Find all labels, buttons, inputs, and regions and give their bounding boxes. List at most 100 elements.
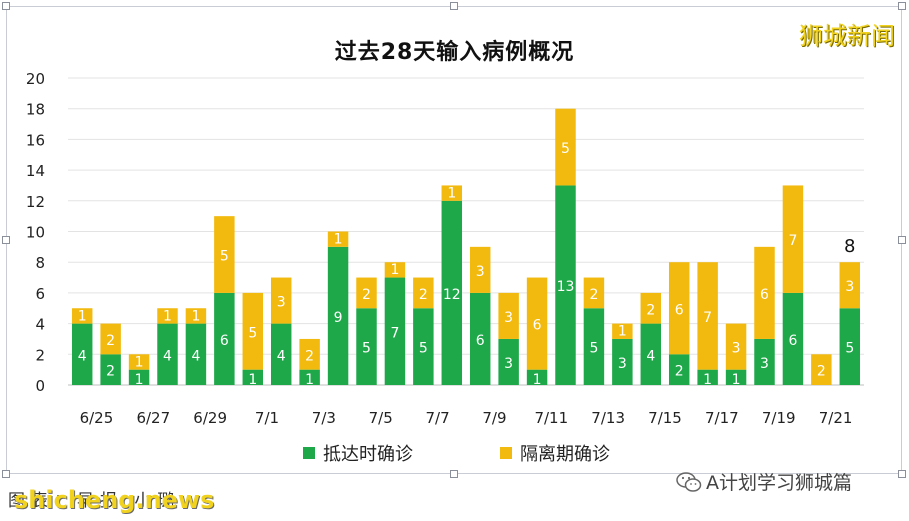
y-tick-label: 8 — [35, 254, 45, 272]
data-label-arrival: 5 — [362, 341, 371, 357]
bar-segment-arrival — [71, 323, 93, 385]
brand-logo-text: 狮城新闻 — [799, 22, 895, 50]
data-label-arrival: 7 — [390, 325, 399, 341]
chart-credit: 图表：早报 小璐 — [8, 491, 181, 511]
bar-segment-quarantine — [839, 262, 861, 309]
data-label-quarantine: 1 — [78, 308, 87, 324]
bar-segment-quarantine — [555, 108, 576, 186]
bar-segment-quarantine — [242, 292, 264, 370]
data-label-arrival: 3 — [618, 356, 627, 372]
bar-segment-quarantine — [327, 231, 349, 247]
bar-segment-quarantine — [697, 262, 718, 370]
bar-segment-arrival — [242, 369, 264, 385]
data-label-quarantine: 2 — [589, 287, 598, 303]
bar-segment-quarantine — [157, 308, 178, 324]
bar-segment-arrival — [214, 292, 235, 385]
total-annotation: 8 — [844, 236, 855, 257]
data-label-quarantine: 7 — [703, 310, 712, 326]
chart-legend: 抵达时确诊 隔离期确诊 — [0, 440, 909, 466]
data-label-quarantine: 3 — [476, 264, 485, 280]
data-label-quarantine: 2 — [305, 348, 314, 364]
watermark: shicheng.news — [14, 486, 215, 514]
data-label-quarantine: 2 — [106, 333, 115, 349]
bar-segment-quarantine — [668, 262, 690, 355]
bar-segment-quarantine — [640, 292, 662, 324]
bar-segment-quarantine — [413, 277, 434, 309]
resize-handle-left[interactable] — [2, 236, 10, 244]
data-label-arrival: 4 — [277, 348, 286, 364]
resize-handle-top[interactable] — [450, 2, 458, 10]
wechat-icon — [676, 471, 702, 492]
x-tick-label: 7/13 — [591, 409, 625, 427]
data-label-quarantine: 1 — [135, 354, 144, 370]
data-label-quarantine: 3 — [277, 295, 286, 311]
bar-segment-arrival — [612, 338, 633, 385]
data-label-arrival: 4 — [646, 348, 655, 364]
bar-segment-quarantine — [811, 354, 832, 385]
x-tick-label: 7/21 — [819, 409, 853, 427]
y-tick-label: 12 — [26, 193, 45, 211]
data-label-quarantine: 2 — [362, 287, 371, 303]
bar-segment-arrival — [384, 277, 406, 385]
bar-segment-arrival — [640, 323, 662, 385]
data-label-arrival: 5 — [845, 341, 854, 357]
bar-segment-quarantine — [270, 277, 292, 324]
chart-title: 过去28天输入病例概况 — [334, 40, 575, 65]
legend-item-arrival: 抵达时确诊 — [303, 440, 413, 466]
x-tick-label: 6/29 — [193, 409, 227, 427]
x-tick-label: 7/9 — [482, 409, 506, 427]
legend-swatch-quarantine — [500, 447, 512, 459]
x-tick-label: 7/17 — [705, 409, 739, 427]
bar-segment-arrival — [327, 246, 349, 385]
bar-segment-arrival — [413, 308, 434, 385]
data-label-quarantine: 1 — [334, 232, 343, 248]
y-tick-label: 2 — [35, 346, 45, 364]
data-label-quarantine: 5 — [248, 325, 257, 341]
data-label-quarantine: 6 — [675, 302, 684, 318]
bar-segment-quarantine — [71, 308, 93, 324]
bar-segment-quarantine — [526, 277, 548, 370]
x-tick-label: 7/3 — [312, 409, 336, 427]
resize-handle-bottom-left[interactable] — [2, 470, 10, 478]
bar-segment-quarantine — [725, 323, 747, 370]
x-tick-label: 6/25 — [80, 409, 114, 427]
data-label-quarantine: 5 — [220, 249, 229, 265]
resize-handle-top-right[interactable] — [898, 2, 906, 10]
data-label-arrival: 1 — [732, 372, 741, 388]
data-label-arrival: 1 — [135, 372, 144, 388]
bar-segment-quarantine — [441, 185, 463, 201]
bar-segment-quarantine — [612, 323, 633, 339]
data-label-quarantine: 6 — [533, 318, 542, 334]
bar-segment-arrival — [128, 369, 150, 385]
data-label-quarantine: 1 — [191, 308, 200, 324]
resize-handle-bottom[interactable] — [450, 470, 458, 478]
data-label-arrival: 1 — [533, 372, 542, 388]
data-label-arrival: 13 — [557, 279, 575, 295]
y-tick-label: 10 — [26, 224, 45, 242]
resize-handle-right[interactable] — [898, 236, 906, 244]
data-label-arrival: 1 — [248, 372, 257, 388]
data-label-quarantine: 1 — [390, 262, 399, 278]
data-label-arrival: 2 — [106, 364, 115, 380]
legend-label-quarantine: 隔离期确诊 — [520, 444, 610, 465]
bar-segment-arrival — [185, 323, 207, 385]
data-label-arrival: 1 — [305, 372, 314, 388]
bar-segment-arrival — [839, 308, 861, 385]
bar-segment-quarantine — [583, 277, 605, 309]
bar-segment-arrival — [270, 323, 292, 385]
data-label-quarantine: 7 — [788, 233, 797, 249]
data-label-arrival: 6 — [788, 333, 797, 349]
bar-segment-arrival — [555, 185, 576, 385]
data-label-quarantine: 6 — [760, 287, 769, 303]
bar-segment-quarantine — [185, 308, 207, 324]
stacked-bar-chart: 02468101214161820416/2522116/2741416/296… — [26, 70, 864, 427]
y-tick-label: 20 — [26, 70, 45, 88]
data-label-arrival: 12 — [443, 287, 461, 303]
data-label-quarantine: 2 — [419, 287, 428, 303]
resize-handle-bottom-right[interactable] — [898, 470, 906, 478]
resize-handle-top-left[interactable] — [2, 2, 10, 10]
bar-segment-arrival — [100, 354, 121, 385]
data-label-arrival: 5 — [419, 341, 428, 357]
bar-segment-arrival — [668, 354, 690, 385]
wechat-account: A计划学习狮城篇 — [676, 468, 852, 495]
